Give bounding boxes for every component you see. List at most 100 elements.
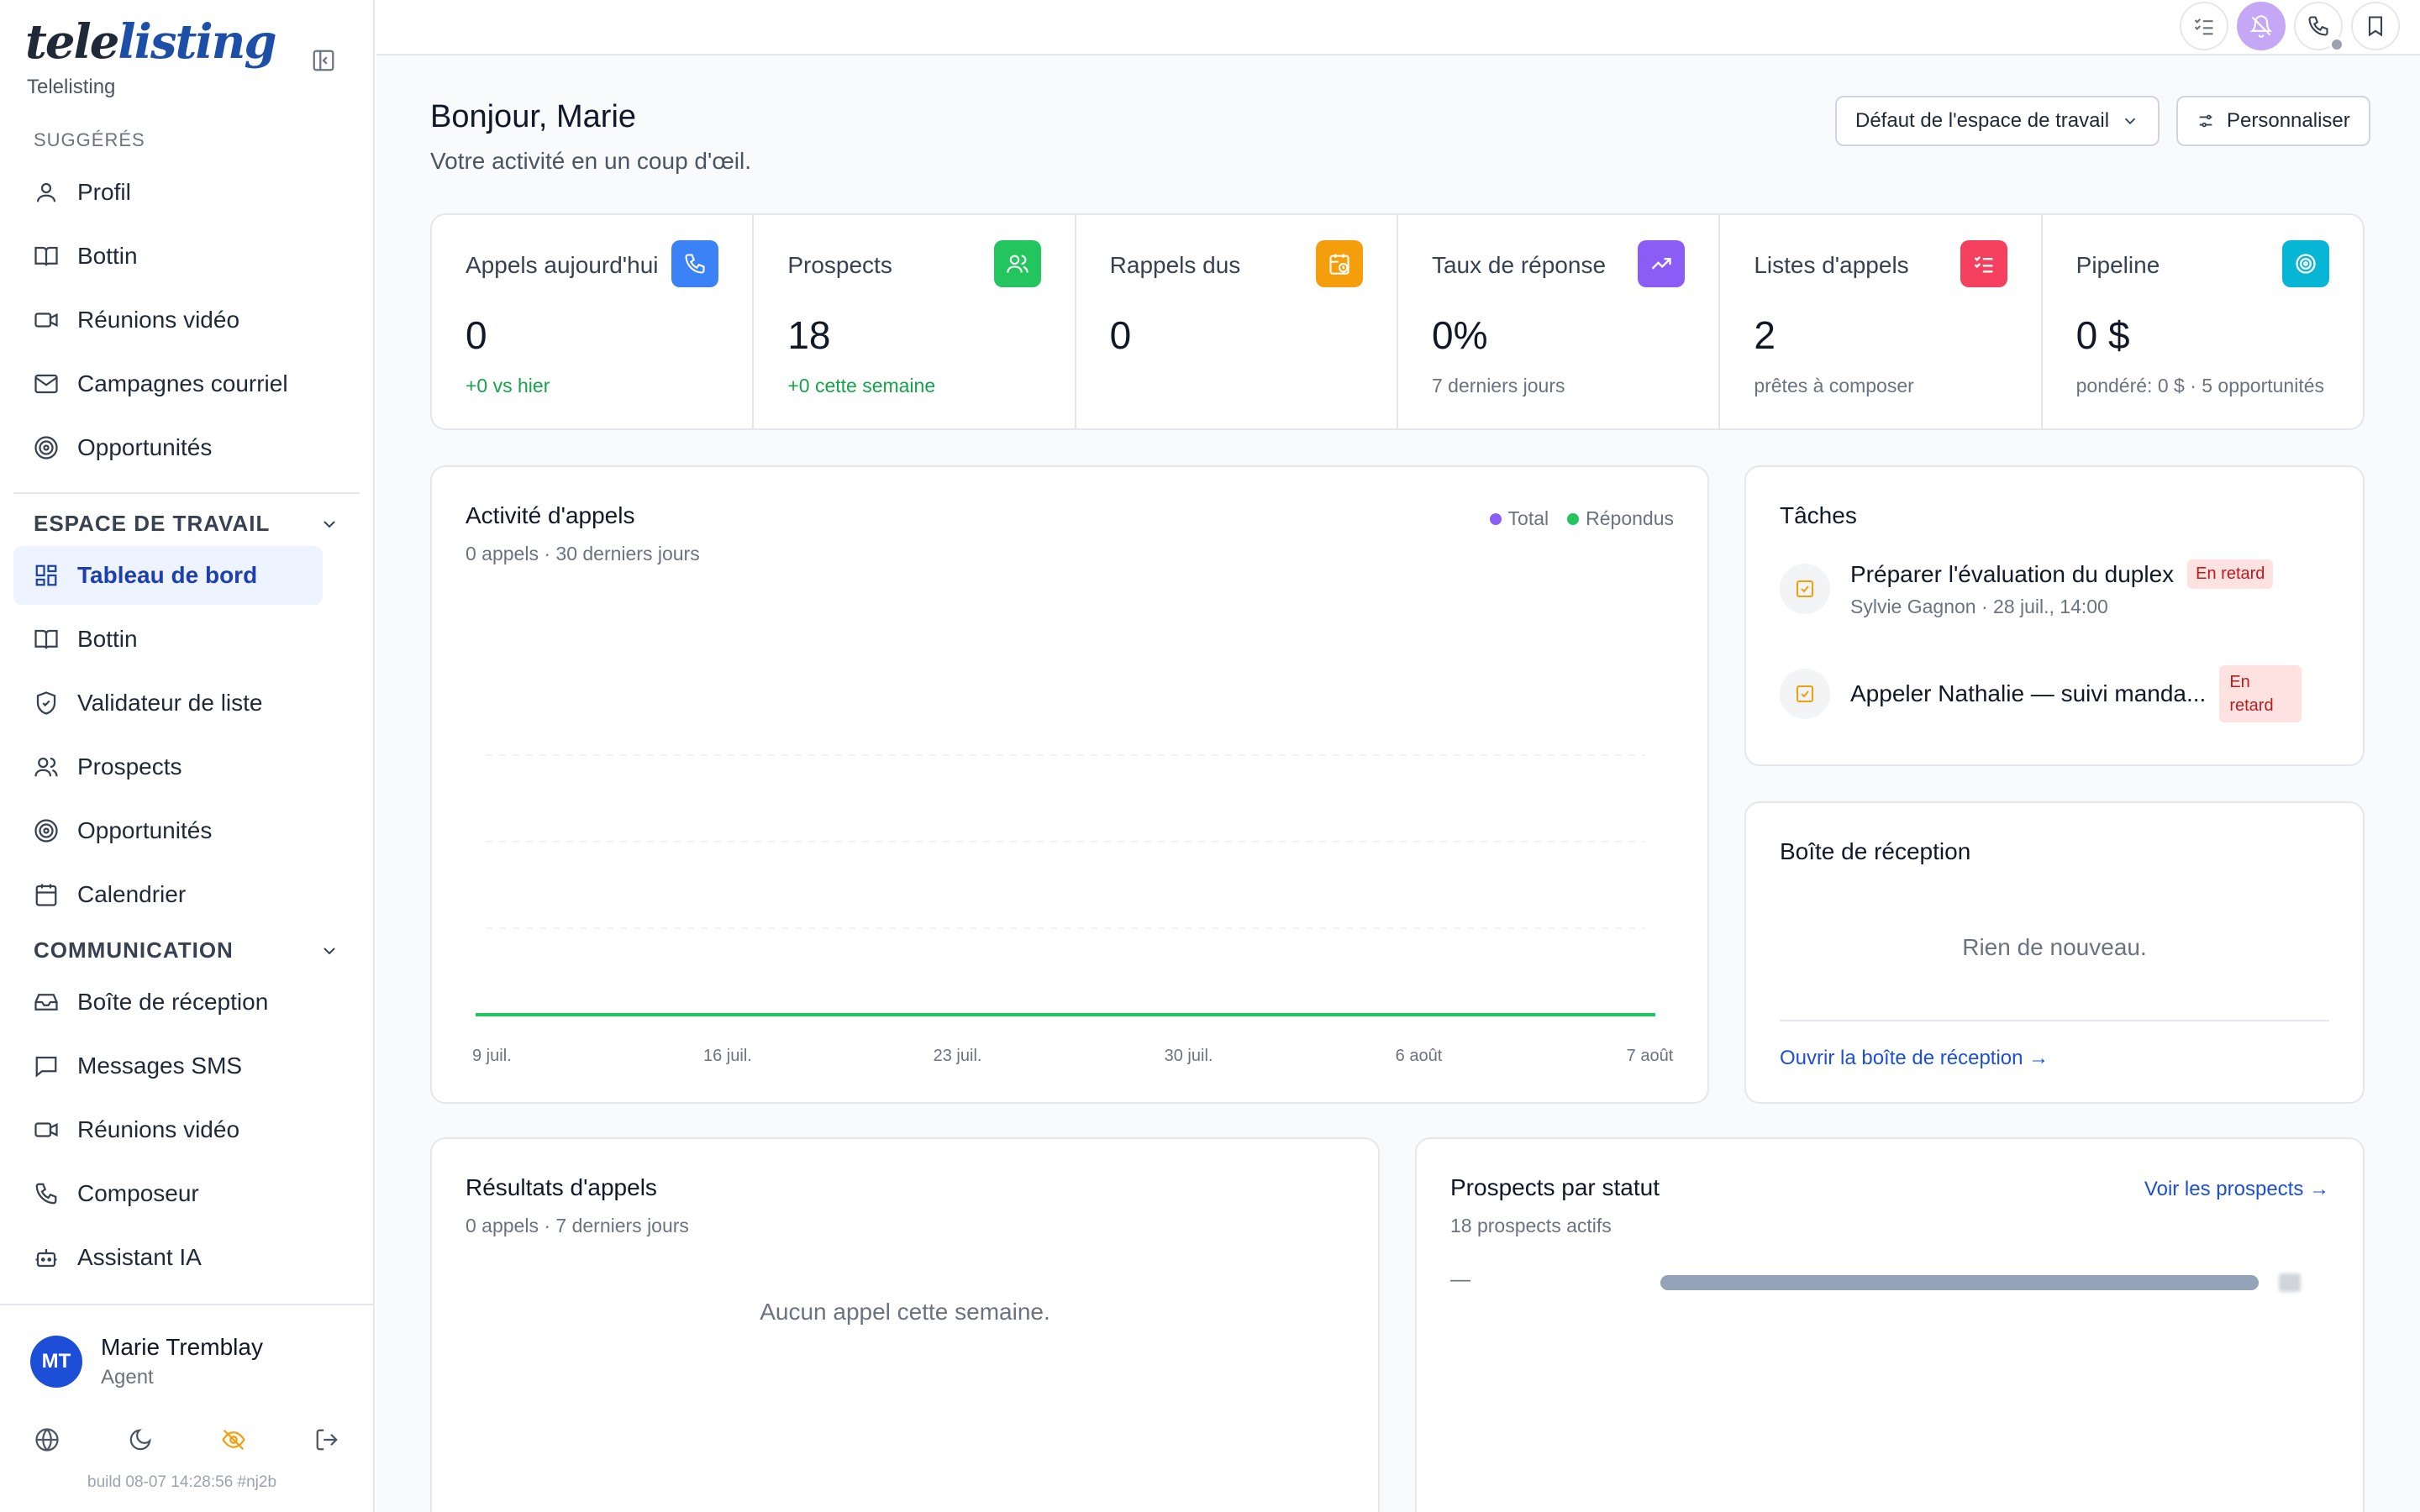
users-icon [34,757,58,777]
privacy-button[interactable] [217,1423,250,1457]
stat-note: +0 vs hier [466,375,550,396]
sidebar-item-label: Tableau de bord [77,562,258,588]
language-button[interactable] [30,1423,64,1457]
app-name: Telelisting [27,76,116,98]
sidebar-divider [13,492,360,494]
section-label-communication: COMMUNICATION [34,937,234,963]
app-logo[interactable]: telelisting [25,14,277,70]
stat-label: Pipeline [2075,252,2160,278]
task-title: Préparer l'évaluation du duplex [1850,560,2175,587]
target-icon [34,819,58,843]
stat-callbacks-due[interactable]: Rappels dus 0 [1076,215,1398,428]
sidebar-item-label: Composeur [77,1180,199,1206]
sidebar-item-calendrier[interactable]: Calendrier [13,865,323,924]
tasks-button[interactable] [2180,2,2228,50]
task-item[interactable]: Appeler Nathalie — suivi manda... En ret… [1780,665,2302,722]
users-icon [993,240,1041,287]
sidebar-item-reunions-video-comm[interactable]: Réunions vidéo [13,1100,323,1159]
target-icon [2281,240,2329,287]
stat-calls-today[interactable]: Appels aujourd'hui 0 +0 vs hier [432,215,755,428]
sidebar-item-tableau-de-bord[interactable]: Tableau de bord [13,546,323,605]
section-toggle-communication[interactable]: COMMUNICATION [34,937,339,963]
sidebar-item-campagnes-courriel[interactable]: Campagnes courriel [13,354,323,413]
status-bar-track [1660,1275,2259,1290]
stat-call-lists[interactable]: Listes d'appels 2 prêtes à composer [1720,215,2043,428]
sidebar-item-assistant-ia[interactable]: Assistant IA [13,1228,323,1287]
sidebar-item-validateur[interactable]: Validateur de liste [13,674,323,732]
book-icon [34,246,58,266]
stat-pipeline[interactable]: Pipeline 0 $ pondéré: 0 $ · 5 opportunit… [2043,215,2363,428]
trending-up-icon [1638,240,1686,287]
stat-value: 0 [1109,313,1132,357]
stat-value: 0 $ [2075,313,2130,357]
view-prospects-link[interactable]: Voir les prospects → [2144,1178,2329,1200]
build-info: build 08-07 14:28:56 #nj2b [87,1473,277,1491]
x-tick-label: 7 août [1626,1047,1674,1065]
list-checks-icon [2194,18,2213,35]
phone-icon [35,1183,57,1205]
activity-subtitle: 0 appels · 30 derniers jours [466,543,700,564]
tasks-card: Tâches Préparer l'évaluation du duplex E… [1744,465,2365,766]
sidebar-item-opportunites-ws[interactable]: Opportunités [13,801,323,860]
theme-button[interactable] [124,1423,157,1457]
sidebar-item-composeur[interactable]: Composeur [13,1164,323,1223]
legend-answered[interactable]: Répondus [1567,507,1674,530]
sidebar-item-messages-sms[interactable]: Messages SMS [13,1037,323,1095]
sidebar-item-label: Réunions vidéo [77,1116,240,1142]
stat-label: Listes d'appels [1754,252,1909,278]
calendar-clock-icon [1315,240,1363,287]
user-name: Marie Tremblay [101,1334,263,1360]
section-label-workspace: ESPACE DE TRAVAIL [34,511,271,536]
call-results-card: Résultats d'appels 0 appels · 7 derniers… [430,1137,1380,1512]
phone-button[interactable] [2294,2,2344,52]
x-tick-label: 30 juil. [1164,1047,1213,1065]
sidebar-footer-actions [30,1423,403,1457]
legend-total[interactable]: Total [1489,507,1549,530]
section-label-suggested: SUGGÉRÉS [34,129,145,150]
customize-button[interactable]: Personnaliser [2176,96,2370,146]
globe-icon [35,1428,59,1452]
sidebar-item-label: Opportunités [77,817,213,843]
task-check-icon [1780,564,1830,614]
inbox-icon [34,994,58,1011]
call-results-empty: Aucun appel cette semaine. [760,1299,1050,1325]
video-icon [34,312,58,328]
notifications-muted-button[interactable] [2237,2,2286,50]
sidebar-item-bottin[interactable]: Bottin [13,227,323,286]
bell-off-icon [2249,15,2273,38]
stat-note: pondéré: 0 $ · 5 opportunités [2075,375,2325,396]
message-icon [35,1056,57,1078]
task-item[interactable]: Préparer l'évaluation du duplex En retar… [1780,559,2274,618]
sidebar-item-label: Opportunités [77,434,213,460]
user-profile[interactable]: MT Marie Tremblay Agent [30,1334,263,1389]
sliders-icon [2199,114,2212,128]
sidebar-item-profil[interactable]: Profil [13,163,323,222]
workspace-select[interactable]: Défaut de l'espace de travail [1835,96,2160,146]
sidebar-item-label: Messages SMS [77,1053,243,1079]
book-icon [34,629,58,649]
sidebar-item-opportunites[interactable]: Opportunités [13,418,323,477]
section-toggle-workspace[interactable]: ESPACE DE TRAVAIL [34,511,339,537]
sidebar-item-label: Bottin [77,626,138,652]
sidebar-item-reunions-video[interactable]: Réunions vidéo [13,291,323,349]
mail-icon [34,374,58,394]
stat-prospects[interactable]: Prospects 18 +0 cette semaine [754,215,1076,428]
list-checks-icon [1960,240,2007,287]
inbox-divider [1780,1020,2329,1021]
logout-button[interactable] [310,1423,344,1457]
sidebar-item-prospects[interactable]: Prospects [13,738,323,796]
sidebar-item-bottin-ws[interactable]: Bottin [13,610,323,669]
stat-note: +0 cette semaine [787,375,936,396]
shield-check-icon [36,691,56,715]
collapse-sidebar-button[interactable] [306,45,341,76]
activity-chart [476,754,1655,1016]
stat-value: 0% [1431,313,1488,357]
x-tick-label: 16 juil. [703,1047,752,1065]
x-tick-label: 23 juil. [933,1047,982,1065]
open-inbox-link[interactable]: Ouvrir la boîte de réception → [1780,1047,2049,1069]
bookmark-button[interactable] [2351,2,2400,50]
sidebar-item-boite-reception[interactable]: Boîte de réception [13,973,323,1032]
chevron-down-icon [324,520,335,528]
stat-answer-rate[interactable]: Taux de réponse 0% 7 derniers jours [1398,215,1721,428]
status-count-blurred [2279,1273,2301,1292]
